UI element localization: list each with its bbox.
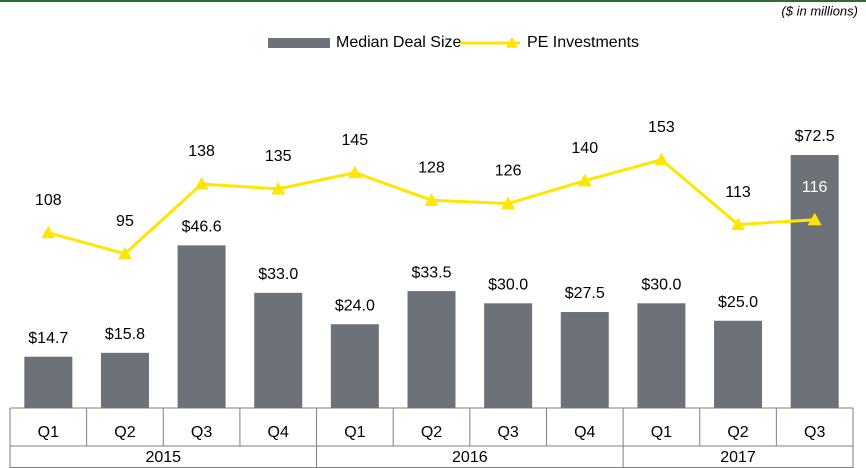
- x-tick-label: Q2: [114, 424, 135, 441]
- line-marker: [194, 176, 209, 190]
- bar: [637, 303, 686, 408]
- bar: [560, 312, 609, 408]
- bar-value-label: $33.5: [411, 264, 451, 281]
- x-tick-label: Q4: [268, 424, 289, 441]
- x-tick-label: Q1: [344, 424, 365, 441]
- x-tick-label: Q3: [497, 424, 518, 441]
- bar: [714, 320, 763, 408]
- line-marker: [731, 217, 746, 231]
- group-label: 2017: [720, 449, 756, 466]
- line-value-label: 113: [725, 184, 751, 201]
- line-value-label: 128: [418, 159, 445, 176]
- line-marker: [501, 196, 516, 210]
- top-rule: [0, 0, 866, 2]
- bar-value-label: $33.0: [258, 266, 298, 283]
- bar-value-label: $30.0: [641, 277, 681, 294]
- line-marker: [424, 193, 439, 206]
- bar: [24, 356, 73, 408]
- bar: [330, 324, 379, 408]
- legend-swatch: [268, 38, 330, 48]
- line-value-label: 108: [35, 192, 62, 209]
- line-marker: [654, 152, 669, 166]
- line-value-label: 140: [571, 140, 598, 157]
- unit-note: ($ in millions): [781, 3, 858, 18]
- bar-value-label: $72.5: [795, 128, 835, 145]
- line-value-label: 126: [495, 163, 522, 180]
- bar-value-label: $46.6: [182, 219, 222, 236]
- bar-value-label: $15.8: [105, 326, 145, 343]
- bar-value-label: $14.7: [28, 330, 68, 347]
- line-marker: [271, 181, 286, 195]
- line-marker: [577, 173, 592, 187]
- line-marker: [347, 165, 362, 179]
- bar: [100, 352, 149, 408]
- bar-value-label: $25.0: [718, 294, 758, 311]
- x-tick-label: Q2: [727, 424, 748, 441]
- line-value-label: 145: [342, 132, 369, 149]
- group-label: 2015: [145, 449, 181, 466]
- x-tick-label: Q1: [651, 424, 672, 441]
- bar-value-label: $30.0: [488, 277, 528, 294]
- bar: [790, 154, 839, 408]
- x-tick-label: Q1: [38, 424, 59, 441]
- x-tick-label: Q3: [191, 424, 212, 441]
- bar: [177, 245, 226, 408]
- line-value-label: 135: [265, 148, 292, 165]
- bar: [254, 292, 303, 408]
- bar-value-label: $24.0: [335, 297, 375, 314]
- line-value-label: 116: [802, 179, 828, 196]
- x-tick-label: Q3: [804, 424, 825, 441]
- line-value-label: 138: [188, 143, 215, 160]
- line-marker: [807, 212, 822, 226]
- bar-value-label: $27.5: [565, 285, 605, 302]
- bar: [407, 291, 456, 408]
- group-label: 2016: [452, 449, 488, 466]
- bar: [484, 303, 533, 408]
- line-marker: [117, 246, 132, 260]
- line-value-label: 95: [116, 213, 134, 230]
- x-tick-label: Q2: [421, 424, 442, 441]
- legend-label: PE Investments: [527, 34, 639, 51]
- line-marker: [41, 225, 56, 239]
- legend-marker: [506, 37, 518, 48]
- x-tick-label: Q4: [574, 424, 595, 441]
- legend-label: Median Deal Size: [336, 34, 462, 51]
- line-value-label: 153: [648, 119, 675, 136]
